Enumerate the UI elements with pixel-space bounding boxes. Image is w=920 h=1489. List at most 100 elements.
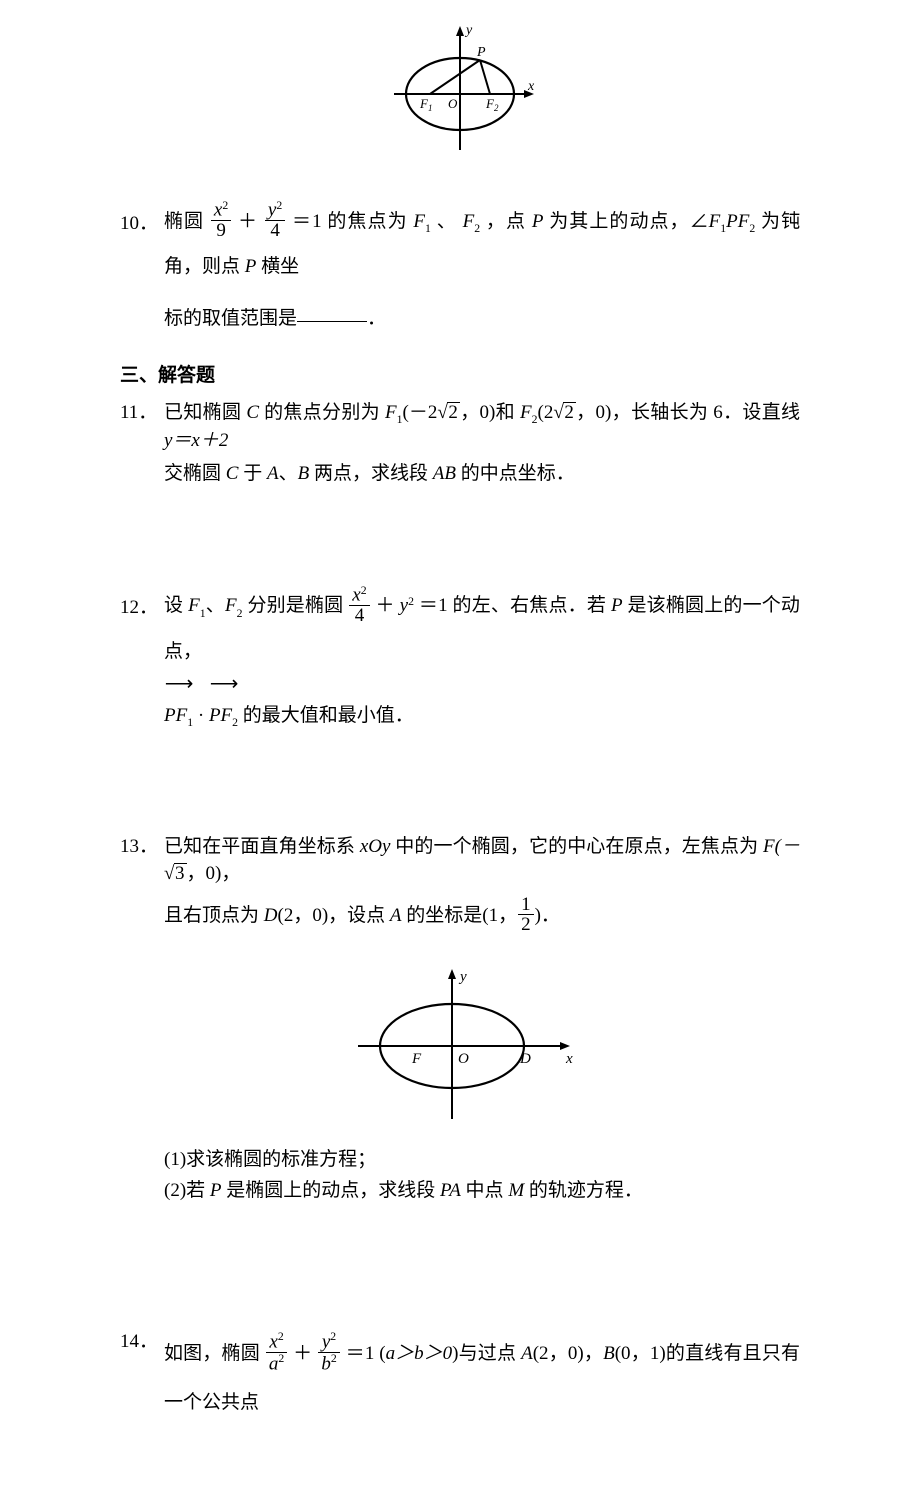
spacer [120, 1205, 800, 1279]
axis-y-label: y [464, 23, 473, 38]
den: a [269, 1353, 279, 1374]
xoy: xOy [360, 836, 391, 857]
problem-13-q1: (1)求该椭圆的标准方程； [164, 1147, 800, 1174]
text: (2，0)， [533, 1343, 603, 1364]
text: 的焦点分别为 [264, 402, 385, 423]
axis-x-label: x [527, 79, 535, 94]
spacer [120, 1279, 800, 1329]
text: ＝1 [341, 1343, 375, 1364]
den: 4 [349, 606, 369, 626]
pa: PA [440, 1180, 461, 1201]
text: 的左、右焦点．若 [453, 595, 611, 616]
ellipse-diagram-1: y x O P F1 F2 [370, 20, 550, 160]
focus-f2-label: F2 [485, 96, 499, 113]
text: ＝1 [292, 211, 322, 232]
den: 4 [265, 221, 285, 241]
num: x [352, 584, 360, 605]
den: b [321, 1353, 331, 1374]
text: 如图，椭圆 [164, 1343, 265, 1364]
text: 已知在平面直角坐标系 [164, 836, 360, 857]
text: 的中点坐标． [456, 463, 575, 484]
ab: AB [433, 463, 456, 484]
focus-f1-label: F1 [419, 96, 432, 113]
problem-11-body: 已知椭圆 C 的焦点分别为 F1(－22，0)和 F2(22，0)，长轴长为 6… [164, 400, 800, 487]
text: ＋ [371, 595, 400, 616]
problem-10-number: 10． [120, 199, 164, 342]
text: 、 [437, 211, 457, 232]
text: (2 [538, 402, 554, 423]
b: B [298, 463, 310, 484]
text: · [198, 705, 209, 726]
problem-10-line2: 标的取值范围是 ． [164, 296, 800, 342]
text: ＋ [288, 1343, 317, 1364]
problem-10: 10． 椭圆 x2 9 ＋ y2 4 ＝1 的焦点为 F1 、 F2 ，点 P … [120, 199, 800, 342]
text: 已知椭圆 [164, 402, 246, 423]
c: C [246, 402, 259, 423]
origin-label: O [458, 1051, 469, 1067]
text: 交椭圆 [164, 463, 226, 484]
text: 、 [279, 463, 298, 484]
text: 中点 [461, 1180, 509, 1201]
den: 9 [211, 221, 231, 241]
text: 标的取值范围是 [164, 308, 297, 329]
problem-12-body: 设 F1、F2 分别是椭圆 x2 4 ＋ y2 ＝1 的左、右焦点．若 P 是该… [164, 583, 800, 738]
figure-ellipse-fd: y x O F D [120, 961, 800, 1140]
problem-13-q2: (2)若 P 是椭圆上的动点，求线段 PA 中点 M 的轨迹方程． [164, 1178, 800, 1205]
f1: F [385, 402, 397, 423]
f1: F [188, 595, 200, 616]
sqrt3: 3 [164, 861, 187, 888]
ang: F [709, 211, 721, 232]
b: B [603, 1343, 615, 1364]
text: (1， [482, 905, 517, 926]
text: 于 [243, 463, 267, 484]
problem-11-number: 11． [120, 400, 164, 487]
a: A [521, 1343, 533, 1364]
f: F(－ [763, 836, 800, 857]
ang: F [738, 211, 750, 232]
text: 且右顶点为 [164, 905, 264, 926]
m: M [508, 1180, 524, 1201]
fraction-x2-4: x2 4 [349, 584, 369, 626]
num: x [269, 1331, 277, 1352]
y: y [400, 595, 408, 616]
text: )与过点 [452, 1343, 521, 1364]
c: C [226, 463, 239, 484]
axis-x-label: x [565, 1051, 573, 1067]
ab: a＞b＞0 [386, 1343, 453, 1364]
problem-12-number: 12． [120, 583, 164, 738]
text: (－2 [403, 402, 438, 423]
sub: 2 [474, 222, 480, 235]
answer-blank [297, 321, 367, 322]
text: ． [367, 308, 386, 329]
text: 设 [164, 595, 188, 616]
problem-11-line2: 交椭圆 C 于 A、B 两点，求线段 AB 的中点坐标． [164, 461, 800, 488]
problem-10-body: 椭圆 x2 9 ＋ y2 4 ＝1 的焦点为 F1 、 F2 ，点 P 为其上的… [164, 199, 800, 342]
f2: F [225, 595, 237, 616]
text: ，0)， [187, 863, 241, 884]
sqrt2: 2 [437, 400, 460, 427]
spacer [120, 509, 800, 583]
text: 分别是椭圆 [247, 595, 348, 616]
problem-13-body: 已知在平面直角坐标系 xOy 中的一个椭圆，它的中心在原点，左焦点为 F(－3，… [164, 834, 800, 939]
text: 的焦点为 [327, 211, 413, 232]
axis-y-label: y [458, 969, 467, 985]
p: P [245, 256, 257, 277]
problem-13: 13． 已知在平面直角坐标系 xOy 中的一个椭圆，它的中心在原点，左焦点为 F… [120, 834, 800, 939]
fraction-x2-9: x2 9 [211, 199, 231, 241]
figure-ellipse-pf1f2: y x O P F1 F2 [120, 20, 800, 169]
fraction-x2-a2: x2 a2 [266, 1331, 287, 1375]
f2: F [463, 211, 475, 232]
text: 椭圆 [164, 211, 210, 232]
vector-pf1: ⟶PF1 [164, 691, 193, 738]
problem-14-body: 如图，椭圆 x2 a2 ＋ y2 b2 ＝1 (a＞b＞0)与过点 A(2，0)… [164, 1329, 800, 1428]
text: 两点，求线段 [314, 463, 433, 484]
page: y x O P F1 F2 10． 椭圆 x2 9 ＋ y2 4 ＝1 的焦点为… [0, 0, 920, 1489]
fraction-1-2: 12 [518, 895, 534, 936]
text: 、 [206, 595, 225, 616]
problem-13-number: 13． [120, 834, 164, 939]
problem-14-number: 14． [120, 1329, 164, 1428]
text: ＋ [238, 211, 264, 232]
spacer [120, 760, 800, 834]
a: A [267, 463, 279, 484]
problem-12-line2: ⟶PF1 · ⟶PF2 的最大值和最小值． [164, 691, 800, 738]
